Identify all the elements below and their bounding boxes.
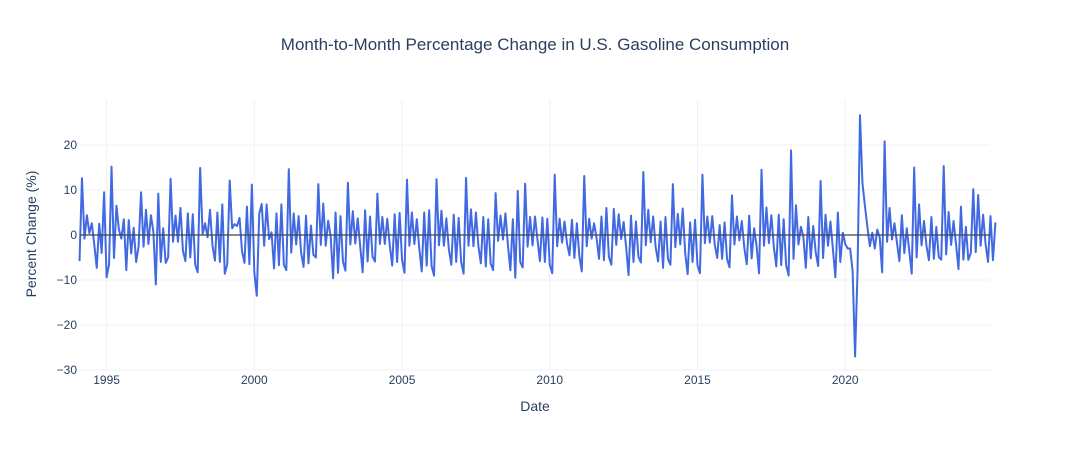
x-tick-label: 2000 [241,373,268,387]
x-axis-title: Date [520,398,550,414]
y-tick-label: 20 [64,138,78,152]
series-layer [78,114,997,358]
series-line [78,114,997,358]
y-tick-label: −10 [57,273,78,287]
x-tick-label: 2010 [536,373,563,387]
x-axis-ticks: 1995 2000 2005 2010 2015 2020 [93,373,859,387]
y-tick-label: −20 [57,318,78,332]
x-tick-label: 2005 [389,373,416,387]
chart-title: Month-to-Month Percentage Change in U.S.… [281,35,789,54]
y-tick-label: −30 [57,363,78,377]
x-tick-label: 2015 [684,373,711,387]
y-axis-ticks: −30 −20 −10 0 10 20 [57,138,78,377]
y-axis-title: Percent Change (%) [23,171,39,298]
y-tick-label: 10 [64,183,78,197]
y-tick-label: 0 [70,228,77,242]
x-tick-label: 2020 [832,373,859,387]
x-tick-label: 1995 [93,373,120,387]
